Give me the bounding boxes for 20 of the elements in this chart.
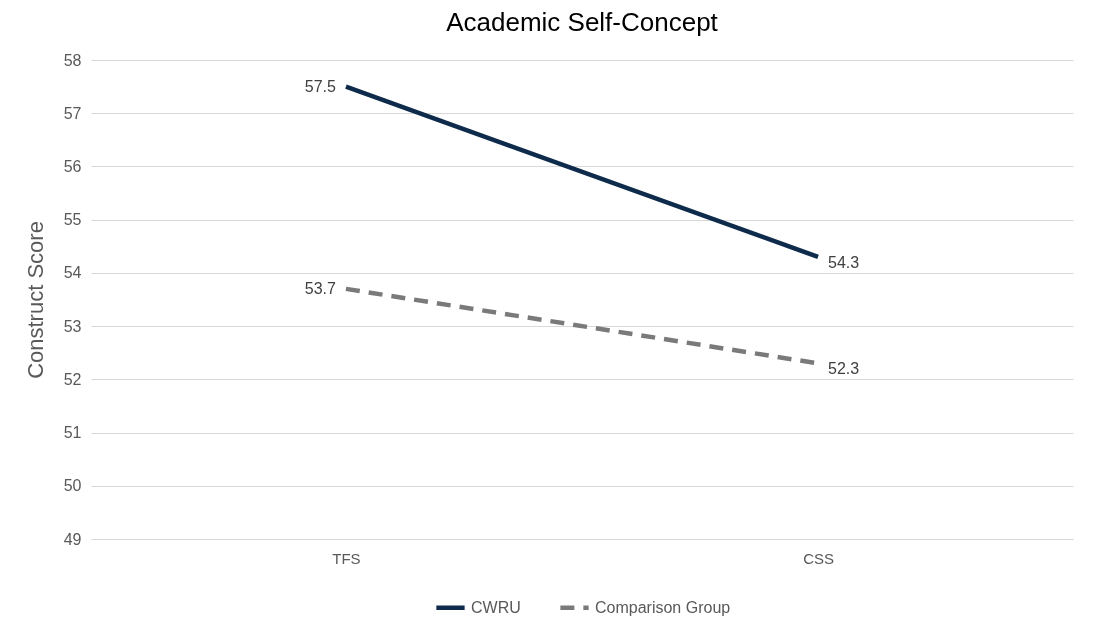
data-label: 52.3: [828, 360, 860, 378]
y-tick-label: 56: [63, 157, 82, 175]
x-tick-label: CSS: [803, 549, 834, 567]
data-label: 57.5: [304, 77, 337, 95]
y-tick-label: 58: [63, 51, 82, 69]
y-tick-label: 52: [63, 370, 82, 388]
y-tick-label: 57: [63, 104, 82, 122]
y-tick-label: 55: [63, 211, 82, 229]
legend-label: Comparison Group: [595, 598, 731, 616]
chart-title: Academic Self-Concept: [446, 7, 719, 37]
legend-label: CWRU: [471, 598, 521, 616]
x-tick-label: TFS: [332, 549, 361, 567]
data-label: 53.7: [304, 279, 337, 297]
y-tick-label: 53: [63, 317, 82, 335]
y-tick-label: 54: [63, 264, 82, 282]
y-tick-label: 50: [63, 477, 82, 495]
y-axis-title: Construct Score: [22, 221, 48, 379]
y-tick-label: 49: [63, 530, 82, 548]
y-tick-label: 51: [63, 424, 82, 442]
data-label: 54.3: [828, 253, 860, 271]
